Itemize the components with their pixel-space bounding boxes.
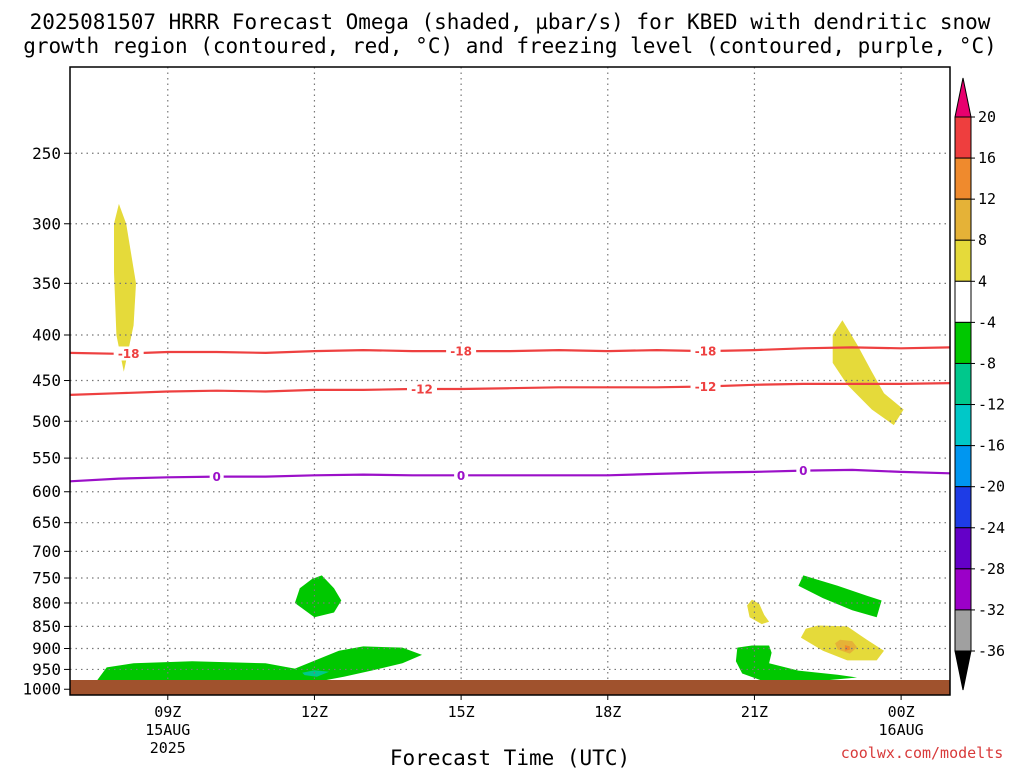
x-tick-label-18Z: 18Z <box>594 703 621 721</box>
colorbar-segment-6 <box>954 362 972 406</box>
contour-label-freezing-1: 0 <box>457 469 465 483</box>
y-tick-label-600: 600 <box>32 482 61 501</box>
x-axis-label: Forecast Time (UTC) <box>390 746 630 768</box>
contour-label-bg-minus18-1 <box>446 344 477 359</box>
omega-region-mid-green-12z <box>294 575 342 618</box>
colorbar-segment-9 <box>954 486 972 529</box>
contour-label-minus18-1: -18 <box>450 345 472 359</box>
contour-label-bg-freezing-2 <box>796 463 811 478</box>
contour-label-minus12-1: -12 <box>695 380 717 394</box>
x-tick-sublabel-00Z: 16AUG <box>879 721 924 739</box>
y-tick-label-950: 950 <box>32 660 61 679</box>
omega-region-lower-green-east <box>798 575 882 618</box>
colorbar-segment-1 <box>954 157 972 200</box>
y-tick-label-500: 500 <box>32 412 61 431</box>
contour-line-freezing <box>69 468 951 483</box>
colorbar-segment-3 <box>954 239 972 282</box>
temperature-contours: -18 -18 -18 -12 -12 0 0 0 <box>69 344 951 484</box>
omega-region-low-green-west <box>96 646 423 687</box>
contour-label-bg-minus12-0 <box>407 382 437 397</box>
y-tick-label-850: 850 <box>32 617 61 636</box>
y-tick-label-700: 700 <box>32 542 61 561</box>
omega-shaded-regions <box>96 203 904 687</box>
chart-title-line1: 2025081507 HRRR Forecast Omega (shaded, … <box>30 10 991 34</box>
colorbar-label-6: -8 <box>978 354 996 372</box>
y-tick-label-300: 300 <box>32 214 61 233</box>
colorbar-bottom-arrow <box>954 650 972 691</box>
contour-label-minus18-2: -18 <box>695 345 717 359</box>
colorbar-label-5: -4 <box>978 313 996 331</box>
contour-label-minus12-0: -12 <box>411 383 433 397</box>
colorbar-segment-4 <box>954 280 972 323</box>
omega-region-upper-right-yellow <box>832 320 904 426</box>
omega-region-low-green-east <box>735 645 858 683</box>
colorbar-segment-10 <box>954 527 972 570</box>
chart-grid <box>70 67 950 695</box>
y-axis-ticks: 250 300 350 400 450 500 550 600 650 700 750 800 850 9… <box>22 144 70 699</box>
colorbar-label-1: 16 <box>978 149 996 167</box>
colorbar-top-arrow <box>954 77 972 118</box>
colorbar-label-12: -32 <box>978 601 1005 619</box>
chart-title-line2: growth region (contoured, red, °C) and f… <box>23 34 997 58</box>
contour-line-minus18 <box>69 346 951 355</box>
x-tick-label-09Z: 09Z <box>154 703 181 721</box>
contour-label-freezing-0: 0 <box>212 470 220 484</box>
colorbar-label-4: 4 <box>978 272 987 290</box>
omega-region-upper-yellow <box>114 203 136 372</box>
contour-label-minus18-0: -18 <box>118 347 140 361</box>
colorbar-label-11: -28 <box>978 560 1005 578</box>
y-tick-label-350: 350 <box>32 274 61 293</box>
colorbar-label-0: 20 <box>978 108 996 126</box>
y-tick-label-1000: 1000 <box>22 680 61 699</box>
colorbar-segment-12 <box>954 609 972 652</box>
colorbar-segment-8 <box>954 445 972 488</box>
colorbar-label-3: 8 <box>978 231 987 249</box>
contour-label-bg-minus18-0 <box>113 346 144 361</box>
colorbar-label-7: -12 <box>978 396 1005 414</box>
colorbar-label-13: -36 <box>978 642 1005 660</box>
contour-label-bg-minus12-1 <box>690 379 721 394</box>
y-tick-label-250: 250 <box>32 144 61 163</box>
y-tick-label-550: 550 <box>32 449 61 468</box>
x-tick-year-09Z: 2025 <box>150 739 186 757</box>
omega-region-small-yellow-21z <box>747 599 770 625</box>
colorbar-segment-7 <box>954 404 972 447</box>
contour-label-bg-freezing-0 <box>209 469 224 484</box>
contour-line-minus12 <box>69 382 951 396</box>
y-tick-label-800: 800 <box>32 593 61 612</box>
x-tick-label-15Z: 15Z <box>448 703 475 721</box>
y-tick-label-400: 400 <box>32 325 61 344</box>
colorbar-label-8: -16 <box>978 437 1005 455</box>
y-tick-label-650: 650 <box>32 513 61 532</box>
colorbar-label-9: -20 <box>978 478 1005 496</box>
credit-text: coolwx.com/modelts <box>841 744 1004 762</box>
colorbar-segment-5 <box>954 321 972 364</box>
colorbar-label-2: 12 <box>978 190 996 208</box>
x-tick-sublabel-09Z: 15AUG <box>145 721 190 739</box>
x-tick-label-12Z: 12Z <box>301 703 328 721</box>
x-tick-label-21Z: 21Z <box>741 703 768 721</box>
y-tick-label-900: 900 <box>32 639 61 658</box>
ground-surface <box>70 680 950 695</box>
y-tick-label-450: 450 <box>32 371 61 390</box>
y-tick-label-750: 750 <box>32 569 61 588</box>
colorbar-segment-2 <box>954 198 972 241</box>
contour-label-freezing-2: 0 <box>799 464 807 478</box>
omega-region-teal-spot-12z <box>302 670 330 677</box>
colorbar-segment-0 <box>954 116 972 159</box>
colorbar-label-10: -24 <box>978 519 1005 537</box>
omega-region-orange-dark-core <box>844 645 850 651</box>
contour-label-bg-freezing-1 <box>454 468 469 483</box>
colorbar: 20 16 12 8 4 -4 -8 -12 -16 -20 -24 -28 -32 -36 <box>954 77 1005 691</box>
contour-label-bg-minus18-2 <box>690 344 721 359</box>
x-tick-label-00Z: 00Z <box>888 703 915 721</box>
colorbar-segment-11 <box>954 568 972 611</box>
